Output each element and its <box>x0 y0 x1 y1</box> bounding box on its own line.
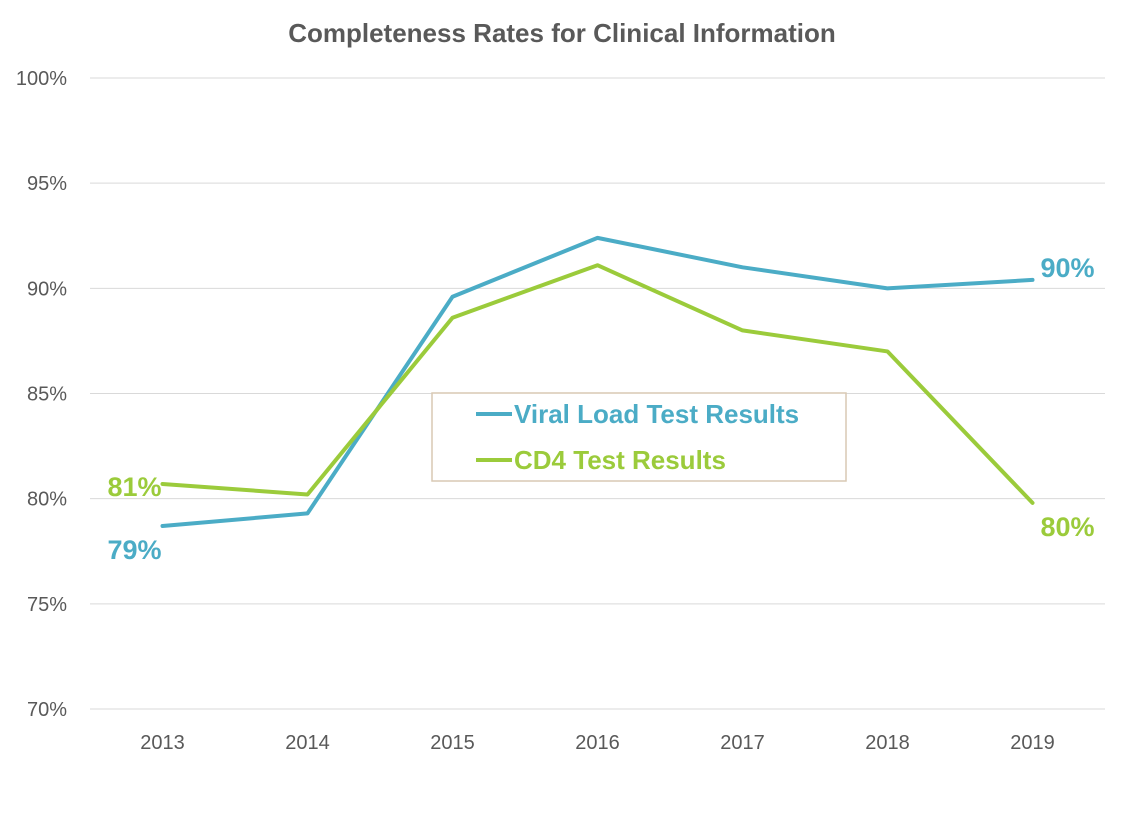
data-label: 79% <box>107 535 161 565</box>
data-label: 81% <box>107 472 161 502</box>
chart-title: Completeness Rates for Clinical Informat… <box>288 18 836 48</box>
y-tick-label: 85% <box>27 384 67 406</box>
series-line-0 <box>160 235 1035 529</box>
legend-label: Viral Load Test Results <box>514 399 799 429</box>
x-tick-label: 2017 <box>720 732 765 754</box>
x-tick-label: 2014 <box>285 732 330 754</box>
x-axis-ticks: 2013 2014 2015 2016 2017 2018 2019 <box>140 732 1055 754</box>
data-labels: 79% 90% 81% 80% <box>107 253 1094 565</box>
legend-label: CD4 Test Results <box>514 445 726 475</box>
x-tick-label: 2019 <box>1010 732 1055 754</box>
legend: Viral Load Test Results CD4 Test Results <box>431 392 847 482</box>
y-tick-label: 80% <box>27 489 67 511</box>
series-line-1 <box>160 263 1035 505</box>
y-tick-label: 100% <box>16 68 67 90</box>
y-axis-ticks: 70% 75% 80% 85% 90% 95% 100% <box>16 68 67 721</box>
gridlines <box>90 77 1105 710</box>
data-label: 80% <box>1041 512 1095 542</box>
y-tick-label: 75% <box>27 594 67 616</box>
y-tick-label: 95% <box>27 173 67 195</box>
y-tick-label: 70% <box>27 699 67 721</box>
x-tick-label: 2016 <box>575 732 620 754</box>
series-lines <box>160 235 1035 529</box>
y-tick-label: 90% <box>27 278 67 300</box>
x-tick-label: 2015 <box>430 732 475 754</box>
x-tick-label: 2018 <box>865 732 910 754</box>
legend-box <box>431 392 847 482</box>
data-label: 90% <box>1041 253 1095 283</box>
x-tick-label: 2013 <box>140 732 185 754</box>
